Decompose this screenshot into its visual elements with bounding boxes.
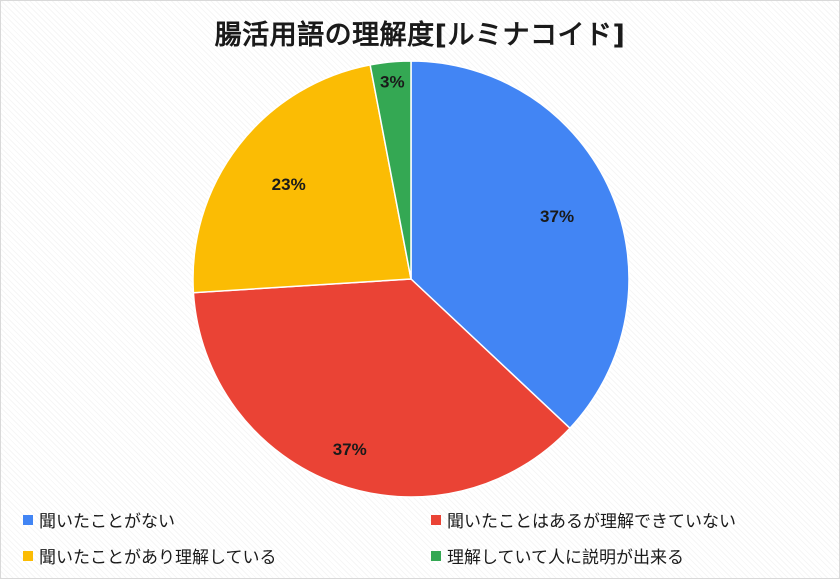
legend-item-1: 聞いたことがない (23, 507, 431, 532)
data-label-4: 3% (380, 73, 405, 92)
data-label-1: 37% (540, 207, 574, 226)
pie-slice-1 (410, 60, 630, 430)
legend-label-4: 理解していて人に説明が出来る (447, 548, 684, 568)
chart-title: 腸活用語の理解度[ルミナコイド] (214, 20, 626, 51)
pie-slice-4 (369, 60, 412, 280)
legend-swatch-3 (23, 550, 33, 561)
legend-swatch-1 (23, 514, 33, 525)
legend-label-1: 聞いたことがない (39, 512, 175, 532)
legend-swatch-4 (431, 550, 441, 561)
legend: 聞いたことがない 聞いたことはあるが理解できていない聞いたことがあり理解している 理… (23, 507, 833, 568)
legend-item-2: 聞いたことはあるが理解できていない (431, 507, 833, 532)
data-label-3: 23% (272, 175, 306, 194)
legend-item-3: 聞いたことがあり理解している (23, 543, 431, 568)
pie-chart: 37% 37% 23% 3% (192, 60, 630, 498)
data-label-2: 37% (333, 440, 367, 459)
legend-swatch-2 (431, 514, 441, 525)
pie-slice-3 (192, 63, 412, 294)
legend-label-2: 聞いたことはあるが理解できていない (447, 512, 736, 532)
legend-item-4: 理解していて人に説明が出来る (431, 543, 833, 568)
legend-label-3: 聞いたことがあり理解している (39, 548, 277, 568)
pie-slice-2 (192, 278, 571, 498)
